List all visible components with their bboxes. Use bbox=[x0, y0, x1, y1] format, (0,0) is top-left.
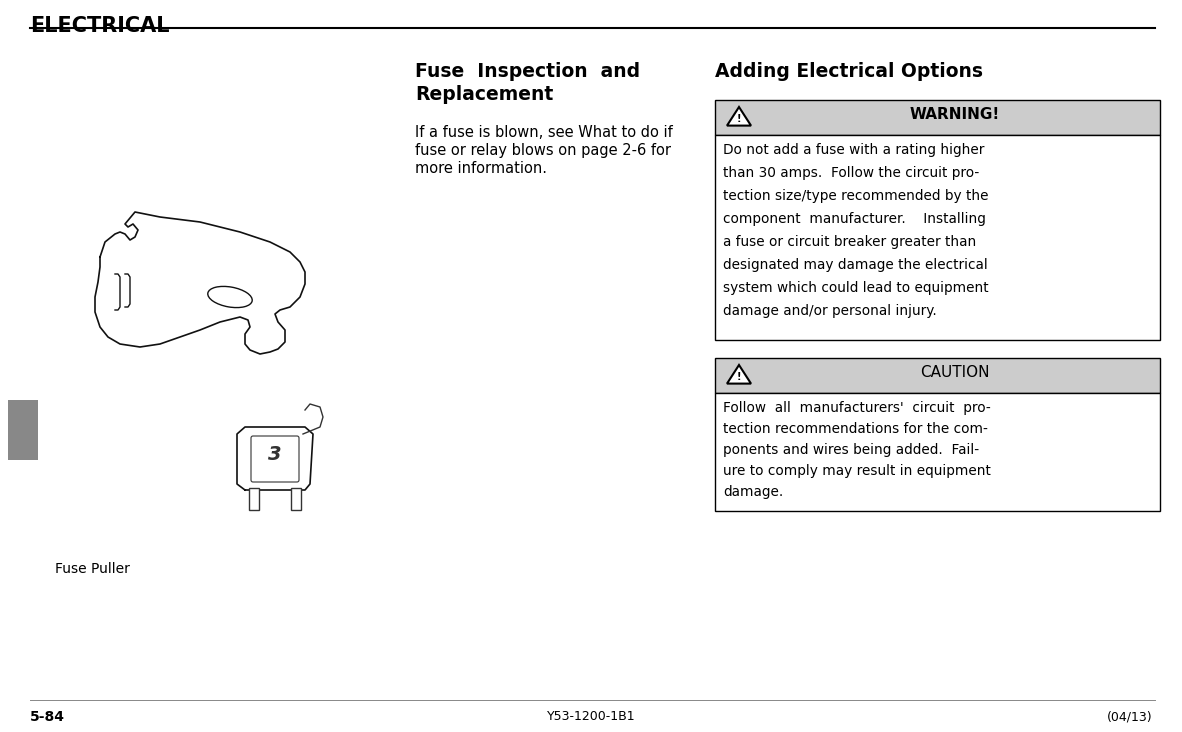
Text: Replacement: Replacement bbox=[415, 85, 553, 104]
Polygon shape bbox=[727, 107, 751, 126]
FancyBboxPatch shape bbox=[249, 488, 259, 510]
Text: fuse or relay blows on page 2-6 for: fuse or relay blows on page 2-6 for bbox=[415, 143, 671, 158]
FancyBboxPatch shape bbox=[715, 135, 1160, 340]
Text: component  manufacturer.    Installing: component manufacturer. Installing bbox=[723, 212, 986, 226]
Text: tection size/type recommended by the: tection size/type recommended by the bbox=[723, 189, 988, 203]
FancyBboxPatch shape bbox=[715, 393, 1160, 511]
Text: !: ! bbox=[736, 372, 741, 382]
Text: than 30 amps.  Follow the circuit pro-: than 30 amps. Follow the circuit pro- bbox=[723, 166, 979, 180]
Text: If a fuse is blown, see What to do if: If a fuse is blown, see What to do if bbox=[415, 125, 673, 140]
Text: CAUTION: CAUTION bbox=[921, 365, 989, 380]
Text: Fuse Puller: Fuse Puller bbox=[56, 562, 130, 576]
Text: system which could lead to equipment: system which could lead to equipment bbox=[723, 281, 988, 295]
FancyBboxPatch shape bbox=[251, 436, 299, 482]
Text: damage and/or personal injury.: damage and/or personal injury. bbox=[723, 304, 937, 318]
Text: (04/13): (04/13) bbox=[1106, 710, 1152, 723]
Text: Follow  all  manufacturers'  circuit  pro-: Follow all manufacturers' circuit pro- bbox=[723, 401, 991, 415]
Ellipse shape bbox=[208, 286, 252, 307]
Text: Y53-1200-1B1: Y53-1200-1B1 bbox=[547, 710, 635, 723]
Polygon shape bbox=[727, 365, 751, 384]
FancyBboxPatch shape bbox=[8, 400, 38, 460]
Text: designated may damage the electrical: designated may damage the electrical bbox=[723, 258, 988, 272]
Text: WARNING!: WARNING! bbox=[910, 107, 1000, 122]
Text: !: ! bbox=[736, 114, 741, 124]
Text: Fuse  Inspection  and: Fuse Inspection and bbox=[415, 62, 641, 81]
Text: 5: 5 bbox=[17, 423, 30, 441]
Text: ELECTRICAL: ELECTRICAL bbox=[30, 16, 169, 36]
Text: 5-84: 5-84 bbox=[30, 710, 65, 724]
Text: ponents and wires being added.  Fail-: ponents and wires being added. Fail- bbox=[723, 443, 979, 457]
Text: ure to comply may result in equipment: ure to comply may result in equipment bbox=[723, 464, 991, 478]
Text: a fuse or circuit breaker greater than: a fuse or circuit breaker greater than bbox=[723, 235, 976, 249]
Text: Adding Electrical Options: Adding Electrical Options bbox=[715, 62, 983, 81]
Text: more information.: more information. bbox=[415, 161, 547, 176]
Text: 3: 3 bbox=[268, 444, 281, 463]
FancyBboxPatch shape bbox=[291, 488, 301, 510]
Text: Do not add a fuse with a rating higher: Do not add a fuse with a rating higher bbox=[723, 143, 985, 157]
Text: damage.: damage. bbox=[723, 485, 784, 499]
FancyBboxPatch shape bbox=[715, 358, 1160, 393]
Text: tection recommendations for the com-: tection recommendations for the com- bbox=[723, 422, 988, 436]
FancyBboxPatch shape bbox=[715, 100, 1160, 135]
